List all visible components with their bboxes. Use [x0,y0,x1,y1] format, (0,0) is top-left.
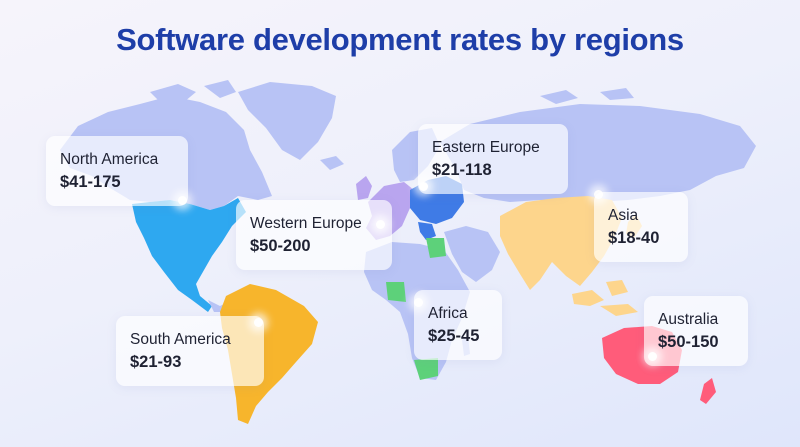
page-title: Software development rates by regions [116,22,684,57]
middle-east-shape [444,226,500,282]
region-rate: $21-118 [432,161,492,179]
se-asia-islands-shape [606,280,628,296]
region-rate: $50-200 [250,237,311,255]
greenland-shape [238,82,336,160]
asia-shape [500,196,622,290]
africa-highlight-shape [386,282,406,302]
region-card-eastern-europe: Eastern Europe $21-118 [418,124,568,194]
uk-shape [356,176,372,200]
se-asia-islands-shape [600,304,638,316]
arctic-island-shape [204,80,236,98]
region-name: South America [130,331,231,348]
region-card-africa: Africa $25-45 [414,290,502,360]
region-card-south-america: South America $21-93 [116,316,264,386]
region-name: Africa [428,305,468,322]
region-name: North America [60,151,159,168]
africa-highlight-shape [426,238,446,258]
region-card-australia: Australia $50-150 [644,296,748,366]
region-name: Asia [608,207,639,224]
region-name: Australia [658,311,719,328]
arctic-island-shape [150,84,196,102]
region-rate: $25-45 [428,327,480,345]
region-card-north-america: North America $41-175 [46,136,188,206]
se-asia-islands-shape [572,290,604,306]
region-card-asia: Asia $18-40 [594,192,688,262]
arctic-island-shape [540,90,578,104]
balkans-shape [418,222,436,240]
region-rate: $50-150 [658,333,719,351]
region-rate: $21-93 [130,353,182,371]
arctic-island-shape [600,88,634,100]
region-rate: $18-40 [608,229,660,247]
region-rate: $41-175 [60,173,121,191]
north-america-shape [132,198,246,312]
iceland-shape [320,156,344,170]
region-card-western-europe: Western Europe $50-200 [236,200,392,270]
region-name: Western Europe [250,215,362,232]
africa-highlight-shape [414,358,438,380]
new-zealand-shape [700,378,716,404]
region-name: Eastern Europe [432,139,540,156]
